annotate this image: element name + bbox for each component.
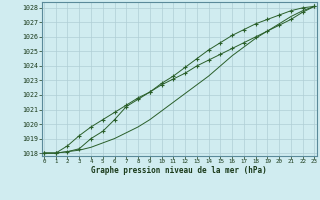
X-axis label: Graphe pression niveau de la mer (hPa): Graphe pression niveau de la mer (hPa) [91,166,267,175]
